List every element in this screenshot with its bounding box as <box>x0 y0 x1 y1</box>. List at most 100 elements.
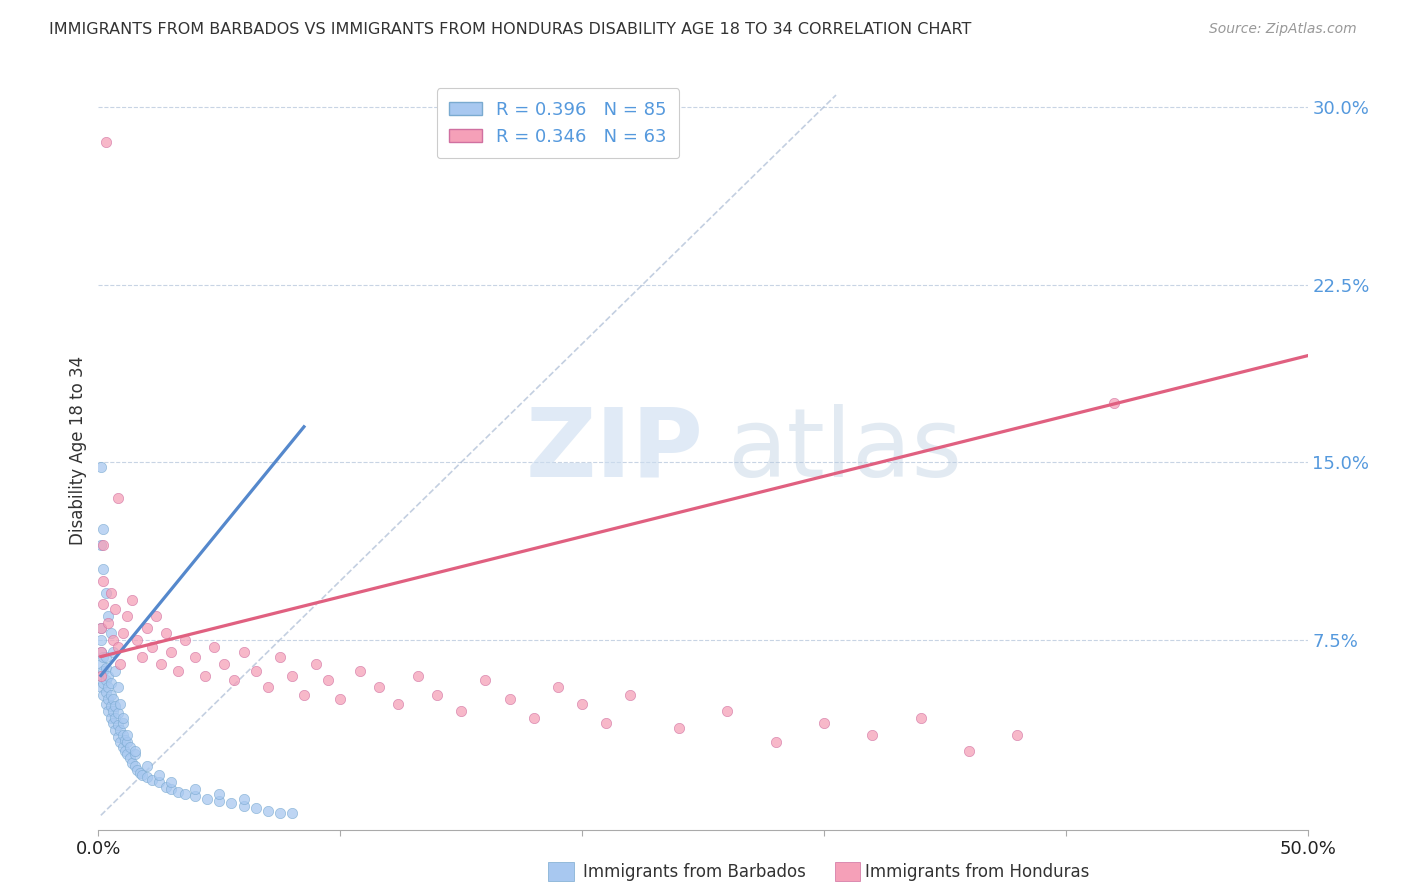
Point <box>619 688 641 702</box>
Point <box>94 661 117 675</box>
Point <box>117 735 139 749</box>
Point <box>118 739 141 754</box>
Point <box>957 744 980 758</box>
Point <box>195 791 218 805</box>
Point <box>368 681 391 695</box>
Point <box>160 775 183 789</box>
Point <box>474 673 496 688</box>
Point <box>90 621 112 635</box>
Point <box>111 728 134 742</box>
Point <box>104 711 127 725</box>
Point <box>91 675 114 690</box>
Point <box>100 626 122 640</box>
Point <box>124 747 146 761</box>
Point <box>94 685 117 699</box>
Point <box>150 657 173 671</box>
Point <box>194 668 217 682</box>
Point <box>90 668 112 682</box>
Point <box>221 797 243 811</box>
Point <box>160 782 183 797</box>
Point <box>97 609 120 624</box>
Point <box>91 522 114 536</box>
Point <box>406 668 429 682</box>
Point <box>111 626 134 640</box>
Point <box>117 728 139 742</box>
Point <box>910 711 932 725</box>
Point <box>90 657 112 671</box>
Point <box>108 735 131 749</box>
Point <box>101 704 124 718</box>
Point <box>256 804 278 818</box>
Point <box>184 782 207 797</box>
Point <box>90 681 112 695</box>
Point <box>208 787 231 801</box>
Point <box>114 744 136 758</box>
Point <box>108 657 131 671</box>
Point <box>167 664 190 678</box>
Point <box>121 756 143 771</box>
Y-axis label: Disability Age 18 to 34: Disability Age 18 to 34 <box>69 356 87 545</box>
Point <box>208 794 231 808</box>
Point <box>450 704 472 718</box>
Point <box>104 699 127 714</box>
Point <box>595 715 617 730</box>
Point <box>100 699 122 714</box>
Point <box>1102 396 1125 410</box>
Point <box>117 609 139 624</box>
Point <box>90 460 112 475</box>
Point <box>108 723 131 737</box>
Point <box>101 645 124 659</box>
Point <box>329 692 352 706</box>
Text: ZIP: ZIP <box>524 404 703 497</box>
Point <box>100 675 122 690</box>
Text: Immigrants from Honduras: Immigrants from Honduras <box>865 863 1090 881</box>
Point <box>349 664 371 678</box>
Point <box>124 758 146 772</box>
Point <box>91 649 114 664</box>
Point <box>91 538 114 552</box>
Point <box>148 775 170 789</box>
Point <box>107 640 129 654</box>
Point <box>232 645 254 659</box>
Point <box>547 681 569 695</box>
Point <box>184 789 207 804</box>
Point <box>111 739 134 754</box>
Point <box>100 711 122 725</box>
Point <box>571 697 593 711</box>
Point <box>94 649 117 664</box>
Point <box>108 697 131 711</box>
Point <box>94 136 117 150</box>
Point <box>104 723 127 737</box>
Text: atlas: atlas <box>727 404 962 497</box>
Point <box>245 664 267 678</box>
Point <box>305 657 328 671</box>
Point <box>111 715 134 730</box>
Point <box>148 768 170 782</box>
Point <box>145 609 167 624</box>
Point <box>813 715 835 730</box>
Point <box>131 649 153 664</box>
Point <box>281 668 304 682</box>
Point <box>174 787 197 801</box>
Point <box>498 692 520 706</box>
Point <box>90 645 112 659</box>
Point <box>131 768 153 782</box>
Point <box>222 673 245 688</box>
Point <box>107 718 129 732</box>
Point <box>97 692 120 706</box>
Point <box>111 711 134 725</box>
Point <box>94 585 117 599</box>
Point <box>127 764 149 778</box>
Point <box>107 491 129 505</box>
Point <box>245 801 267 815</box>
Point <box>101 633 124 648</box>
Point <box>114 732 136 747</box>
Point <box>107 706 129 721</box>
Point <box>97 616 120 631</box>
Point <box>716 704 738 718</box>
Point <box>387 697 409 711</box>
Point <box>97 704 120 718</box>
Point <box>107 681 129 695</box>
Point <box>121 592 143 607</box>
Point <box>94 673 117 688</box>
